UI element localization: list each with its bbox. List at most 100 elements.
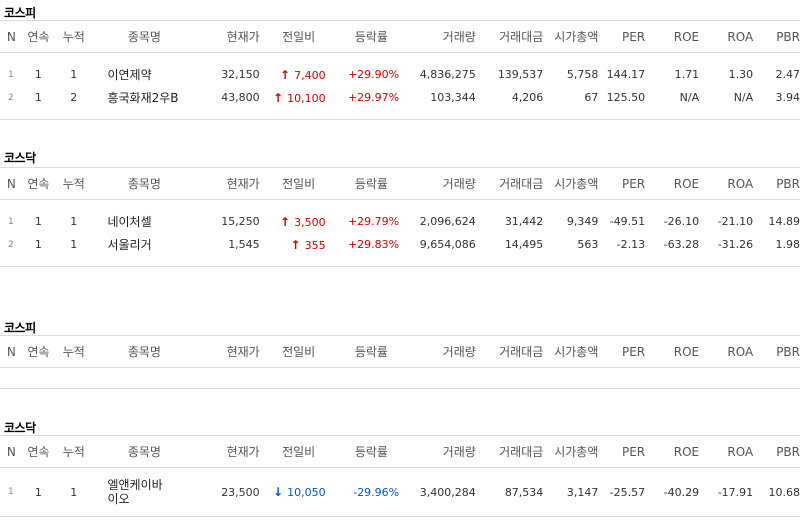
column-header[interactable]: ROA: [699, 20, 754, 53]
column-header[interactable]: PER: [598, 167, 646, 200]
column-header[interactable]: N: [0, 167, 23, 200]
section-title: 코스피: [4, 6, 36, 20]
column-header[interactable]: 시가총액: [543, 20, 599, 53]
column-header[interactable]: 종목명: [93, 167, 196, 200]
roe-cell: -40.29: [663, 485, 700, 499]
column-header[interactable]: 거래대금: [475, 167, 544, 200]
column-header[interactable]: 시가총액: [543, 435, 599, 468]
row-number: 1: [8, 487, 14, 497]
column-header[interactable]: 전일비: [259, 335, 338, 368]
column-header[interactable]: N: [0, 335, 23, 368]
column-header[interactable]: 거래대금: [475, 20, 544, 53]
column-header[interactable]: 누적: [54, 335, 94, 368]
column-header[interactable]: PER: [598, 435, 646, 468]
column-header[interactable]: ROA: [699, 167, 754, 200]
per-cell: 125.50: [606, 91, 646, 104]
cumulative-count: 1: [70, 68, 78, 81]
roa-cell: -21.10: [717, 215, 754, 228]
column-header[interactable]: 전일비: [259, 435, 338, 468]
column-header[interactable]: 거래대금: [475, 335, 544, 368]
column-header[interactable]: 종목명: [93, 435, 196, 468]
per-cell: -25.57: [609, 485, 646, 499]
change-cell: ↑ 10,100: [260, 86, 338, 109]
pbr-cell: 2.47: [775, 68, 801, 81]
change-cell: ↑ 355: [260, 233, 338, 256]
section-title: 코스닥: [4, 421, 36, 435]
column-header[interactable]: 누적: [54, 20, 94, 53]
amount-cell: 139,537: [497, 68, 544, 81]
amount-cell: 31,442: [504, 215, 544, 228]
roa-cell: -17.91: [717, 485, 754, 499]
column-header[interactable]: 연속: [22, 20, 54, 53]
column-header[interactable]: 연속: [22, 167, 54, 200]
stock-name-link[interactable]: 엘앤케이바이오: [107, 478, 163, 506]
roa-cell: -31.26: [717, 238, 754, 251]
column-header[interactable]: 시가총액: [543, 167, 599, 200]
column-header[interactable]: ROE: [645, 167, 700, 200]
column-header[interactable]: 전일비: [259, 20, 338, 53]
cumulative-count: 2: [70, 91, 78, 104]
column-header[interactable]: ROE: [645, 335, 700, 368]
column-header[interactable]: ROA: [699, 335, 754, 368]
table-row: 2 1 1 서울리거 1,545 ↑ 355 +29.83% 9,654,086 14,495 56…: [0, 233, 800, 256]
consecutive-count: 1: [34, 215, 42, 228]
cumulative-count: 1: [70, 485, 78, 499]
per-cell: -2.13: [616, 238, 646, 251]
column-header[interactable]: N: [0, 435, 23, 468]
column-header[interactable]: 거래량: [405, 167, 476, 200]
column-header[interactable]: 현재가: [195, 20, 260, 53]
column-header[interactable]: 누적: [54, 435, 94, 468]
per-cell: 144.17: [606, 68, 646, 81]
column-header[interactable]: 종목명: [93, 335, 196, 368]
column-header[interactable]: 연속: [22, 335, 54, 368]
column-header[interactable]: ROE: [645, 20, 700, 53]
column-header[interactable]: 등락률: [337, 20, 406, 53]
cap-cell: 563: [577, 238, 599, 251]
column-header[interactable]: PBR: [753, 335, 800, 368]
change-cell: ↑ 3,500: [260, 210, 338, 233]
column-header[interactable]: 거래대금: [475, 435, 544, 468]
empty-row: [0, 367, 800, 389]
column-header[interactable]: 현재가: [195, 335, 260, 368]
volume-cell: 2,096,624: [419, 215, 476, 228]
column-header[interactable]: N: [0, 20, 23, 53]
column-header[interactable]: PBR: [753, 20, 800, 53]
column-header[interactable]: PBR: [753, 167, 800, 200]
column-header[interactable]: 거래량: [405, 20, 476, 53]
consecutive-count: 1: [34, 238, 42, 251]
column-header[interactable]: 현재가: [195, 435, 260, 468]
column-header[interactable]: 연속: [22, 435, 54, 468]
column-header[interactable]: PER: [598, 335, 646, 368]
column-header[interactable]: 전일비: [259, 167, 338, 200]
column-header[interactable]: ROE: [645, 435, 700, 468]
column-header[interactable]: 등락률: [337, 435, 406, 468]
column-header[interactable]: 누적: [54, 167, 94, 200]
row-number: 2: [8, 92, 14, 103]
column-header[interactable]: 시가총액: [543, 335, 599, 368]
roe-cell: 1.71: [674, 68, 700, 81]
stock-table: N 연속 누적 종목명 현재가 전일비 등락률 거래량 거래대금 시가총액 PER ROE ROA PBR: [0, 335, 800, 389]
volume-cell: 9,654,086: [419, 238, 476, 251]
stock-name-link[interactable]: 흥국화재2우B: [107, 91, 179, 105]
column-header[interactable]: 등락률: [337, 167, 406, 200]
stock-name-link[interactable]: 네이처셀: [107, 215, 152, 229]
column-header[interactable]: 현재가: [195, 167, 260, 200]
volume-cell: 3,400,284: [419, 485, 476, 499]
column-header[interactable]: 거래량: [405, 435, 476, 468]
price-cell: 15,250: [221, 215, 260, 228]
change-cell: ↑ 7,400: [260, 63, 338, 86]
column-header[interactable]: 종목명: [93, 20, 196, 53]
price-cell: 1,545: [228, 238, 260, 251]
volume-cell: 103,344: [430, 91, 476, 104]
column-header[interactable]: ROA: [699, 435, 754, 468]
change-rate: +29.79%: [347, 215, 400, 228]
column-header[interactable]: 등락률: [337, 335, 406, 368]
stock-name-link[interactable]: 이연제약: [107, 68, 152, 82]
change-rate: +29.97%: [347, 91, 400, 104]
cumulative-count: 1: [70, 238, 78, 251]
stock-name-link[interactable]: 서울리거: [107, 238, 152, 252]
arrow-up-icon: ↑: [290, 237, 301, 252]
column-header[interactable]: 거래량: [405, 335, 476, 368]
column-header[interactable]: PER: [598, 20, 646, 53]
column-header[interactable]: PBR: [753, 435, 800, 468]
